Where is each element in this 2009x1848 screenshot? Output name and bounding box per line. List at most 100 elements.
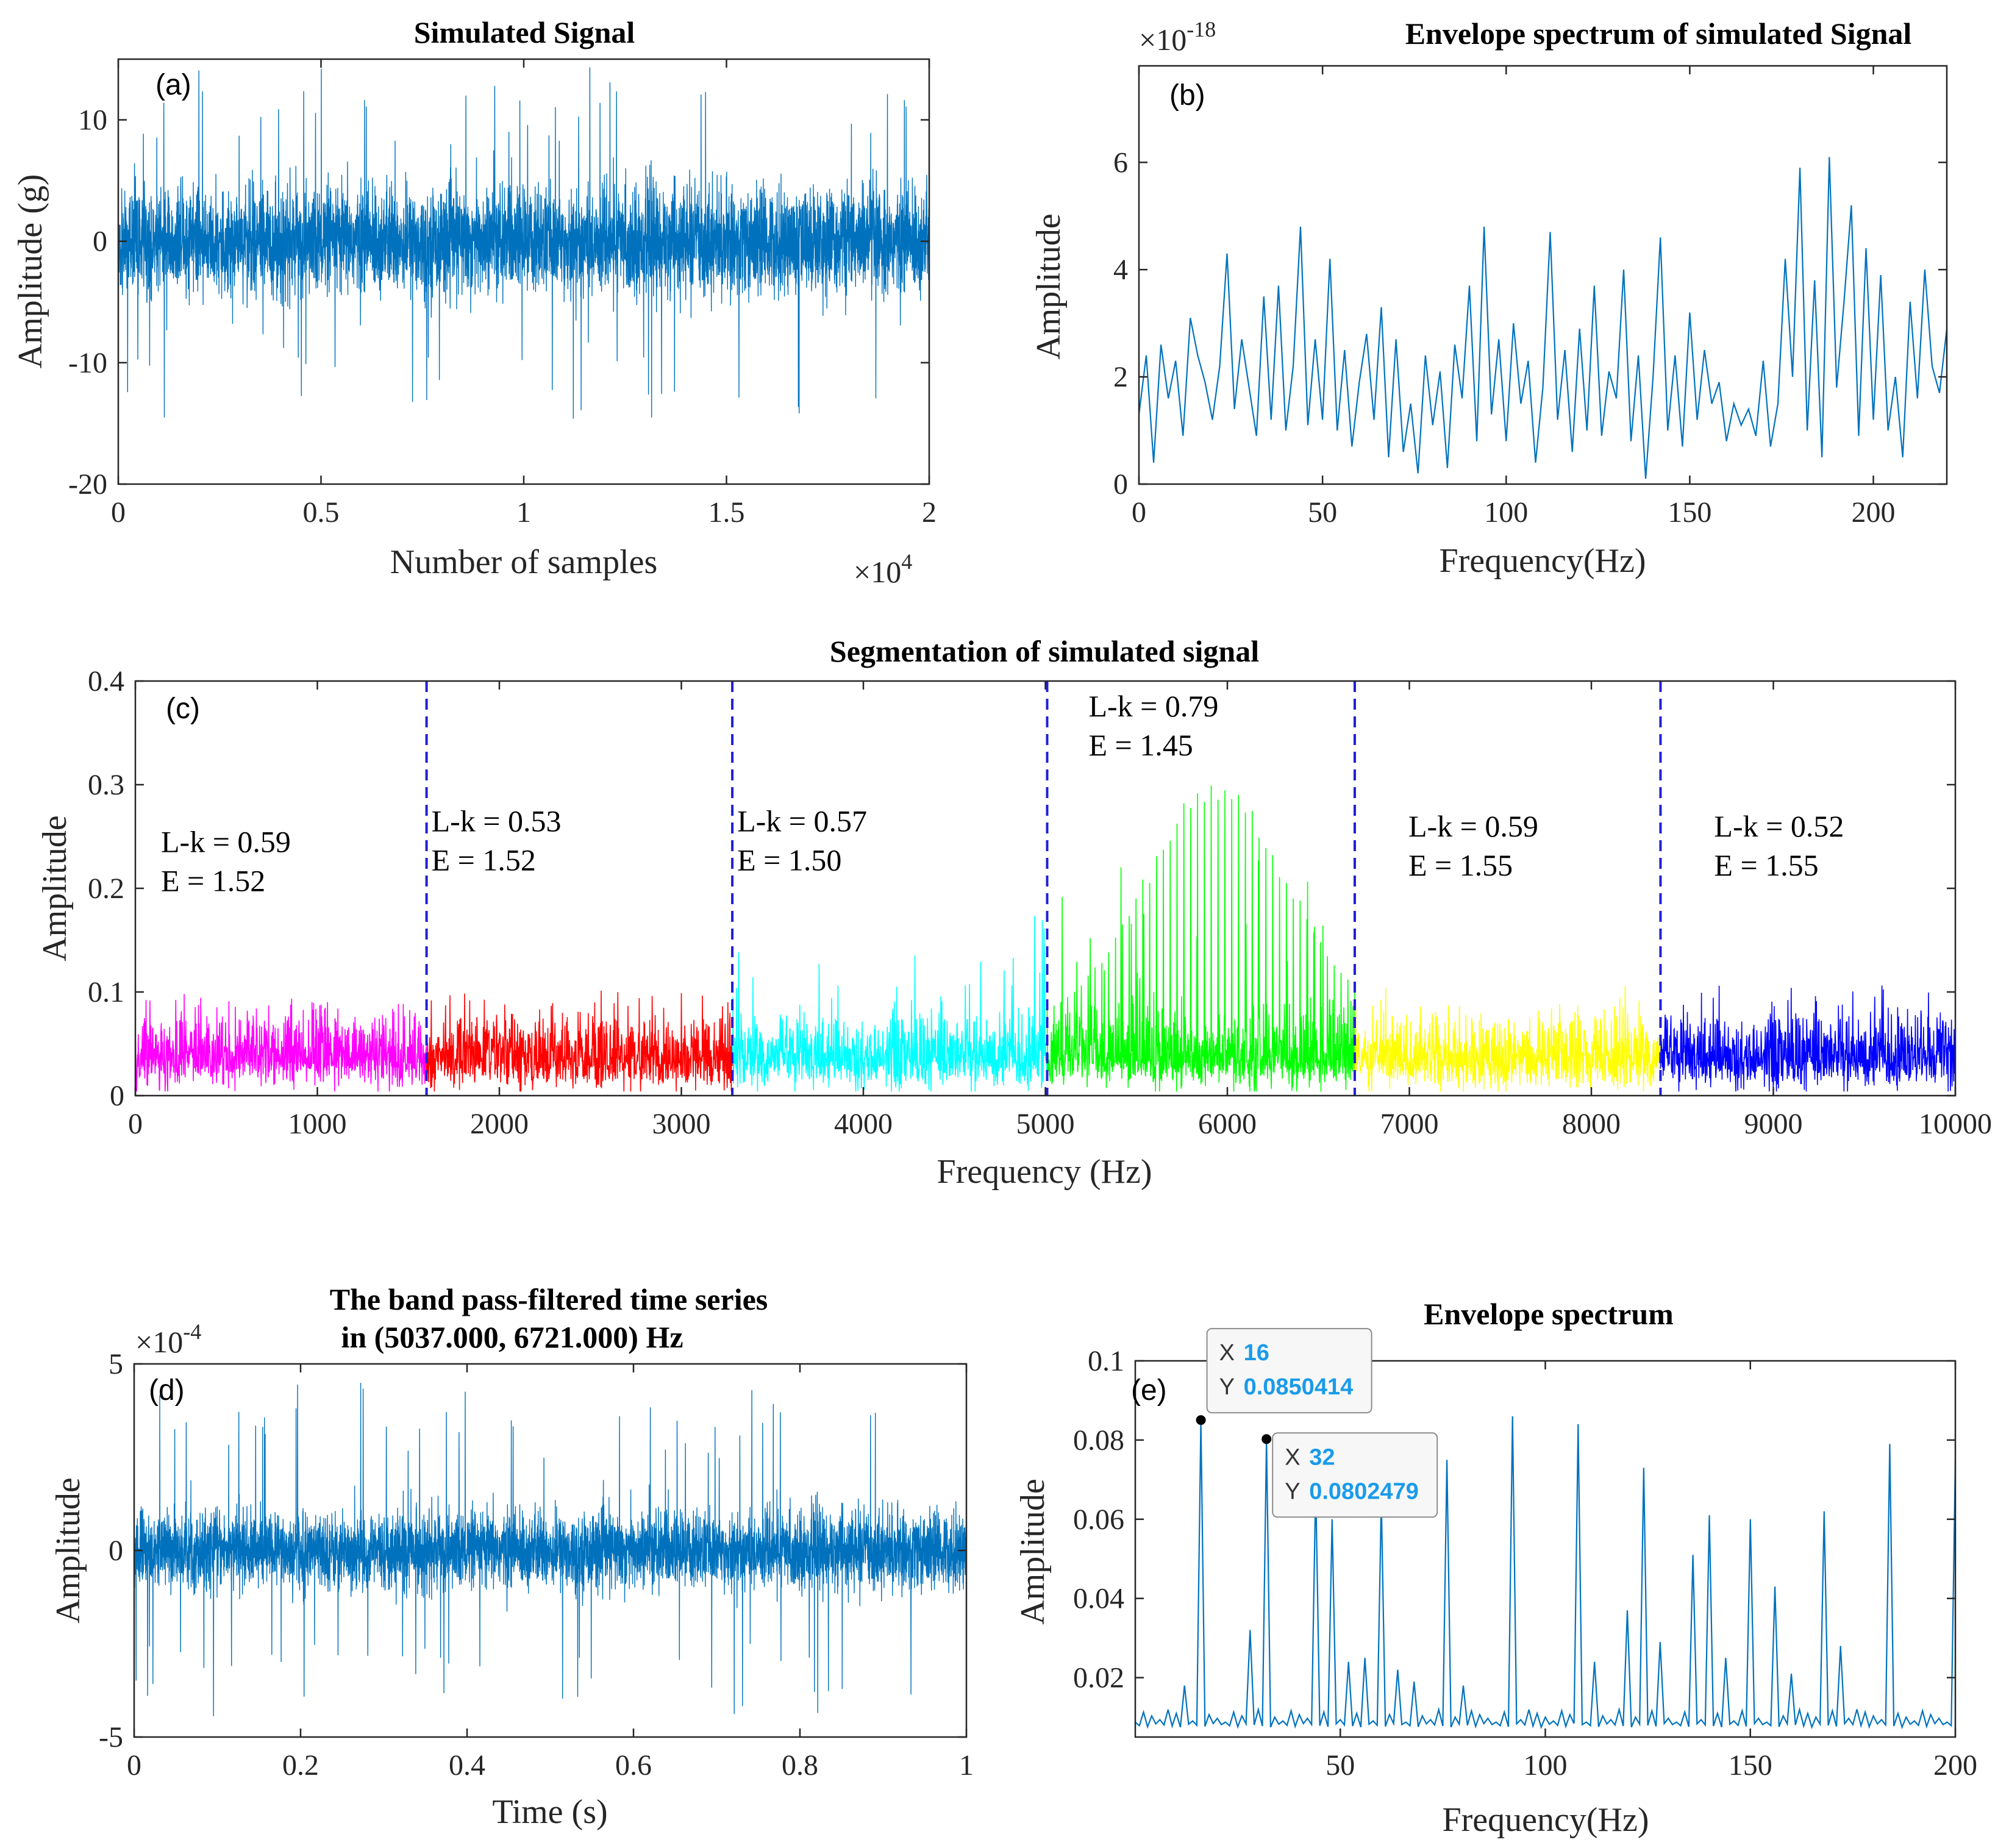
x-tick-label: 2	[922, 496, 937, 529]
datatip-box	[1272, 1432, 1438, 1518]
x-tick-label: 150	[1668, 496, 1711, 529]
x-tick-label: 9000	[1744, 1108, 1803, 1140]
y-tick-label: 10	[78, 104, 107, 137]
segment-6-entropy: E = 1.55	[1714, 848, 1818, 882]
panel-b-ylabel: Amplitude	[1030, 213, 1068, 360]
y-tick-label: 0.04	[1073, 1583, 1124, 1615]
datatip-marker	[1196, 1415, 1206, 1425]
panel-a-title: Simulated Signal	[414, 15, 635, 49]
panel-d-ylabel: Amplitude	[49, 1477, 87, 1624]
panel-d-filtered-time-series: The band pass-filtered time series in (5…	[49, 1282, 974, 1831]
datatip-box	[1206, 1328, 1372, 1414]
panel-e-ylabel: Amplitude	[1014, 1479, 1052, 1625]
segment-2-spectrum	[426, 990, 733, 1092]
x-tick-label: 100	[1484, 496, 1528, 529]
x-tick-label: 5000	[1016, 1108, 1075, 1140]
x-tick-label: 7000	[1380, 1108, 1439, 1140]
segment-5-spectrum	[1354, 986, 1661, 1092]
segment-1-entropy: E = 1.52	[161, 864, 265, 898]
segment-5-entropy: E = 1.55	[1408, 848, 1513, 882]
x-tick-label: 1	[959, 1749, 974, 1782]
panel-a-simulated-signal: Simulated Signal (a) 0 0.5 1 1.5 2 -20 -10 0 10…	[12, 15, 937, 589]
x-tick-label: 0.2	[282, 1749, 319, 1782]
x-tick-label: 0	[127, 1749, 141, 1782]
panel-e-axes-box	[1134, 1360, 1957, 1738]
datatip-marker	[1261, 1434, 1272, 1444]
datatip-1[interactable]: X 16 Y 0.0850414	[1196, 1328, 1372, 1425]
signal-trace	[118, 67, 930, 419]
x-tick-label: 8000	[1562, 1108, 1621, 1140]
y-tick-label: 0	[110, 1080, 124, 1112]
panel-d-y-exponent: ×10-4	[135, 1319, 201, 1359]
panel-d-title-line1: The band pass-filtered time series	[330, 1282, 768, 1316]
panel-b-xlabel: Frequency(Hz)	[1440, 542, 1646, 580]
panel-c-ylabel: Amplitude	[36, 815, 74, 961]
panel-c-title: Segmentation of simulated signal	[830, 634, 1259, 668]
datatip-y-key: Y	[1219, 1374, 1235, 1400]
x-tick-label: 3000	[652, 1108, 711, 1140]
segment-2-kurtosis: L-k = 0.53	[432, 804, 562, 838]
x-tick-label: 200	[1933, 1749, 1977, 1782]
panel-c-label: (c)	[166, 693, 200, 725]
segment-1-spectrum	[135, 994, 427, 1092]
segment-5-kurtosis: L-k = 0.59	[1408, 809, 1538, 843]
datatip-x-value: 32	[1309, 1444, 1335, 1470]
panel-c-xlabel: Frequency (Hz)	[937, 1153, 1152, 1191]
y-tick-label: 0.08	[1073, 1424, 1124, 1457]
y-tick-label: 2	[1113, 361, 1128, 393]
x-tick-label: 200	[1852, 496, 1896, 529]
x-tick-label: 6000	[1198, 1108, 1257, 1140]
panel-e-envelope-spectrum: Envelope spectrum (e) 50 100 150 200 0.02 0.…	[1014, 1297, 1977, 1839]
y-tick-label: 4	[1113, 254, 1128, 286]
datatip-x-key: X	[1219, 1340, 1235, 1366]
segment-6-spectrum	[1660, 985, 1956, 1092]
y-tick-label: 0.06	[1073, 1504, 1124, 1536]
datatip-y-key: Y	[1285, 1479, 1300, 1504]
x-tick-label: 2000	[470, 1108, 529, 1140]
x-tick-label: 1	[516, 496, 531, 529]
panel-d-title-line2: in (5037.000, 6721.000) Hz	[341, 1320, 683, 1354]
x-tick-label: 0.8	[782, 1749, 818, 1782]
datatip-2[interactable]: X 32 Y 0.0802479	[1261, 1432, 1438, 1518]
panel-b-label: (b)	[1169, 79, 1205, 112]
y-tick-label: 0.2	[88, 872, 124, 905]
x-tick-label: 0	[1132, 496, 1146, 529]
y-tick-label: -10	[68, 347, 107, 379]
datatip-x-value: 16	[1244, 1340, 1269, 1366]
x-tick-label: 1.5	[708, 496, 745, 529]
x-tick-label: 100	[1524, 1749, 1568, 1782]
datatip-x-key: X	[1285, 1444, 1300, 1470]
datatip-y-value: 0.0850414	[1244, 1374, 1354, 1400]
panel-e-title: Envelope spectrum	[1424, 1297, 1674, 1331]
panel-a-ylabel: Amplitude (g)	[12, 174, 49, 369]
panel-a-axes-box	[117, 58, 930, 485]
panel-e-label: (e)	[1131, 1374, 1167, 1407]
panel-a-x-exponent: ×104	[854, 549, 912, 589]
segment-3-kurtosis: L-k = 0.57	[737, 804, 867, 838]
x-tick-label: 1000	[288, 1108, 347, 1140]
x-tick-label: 4000	[834, 1108, 893, 1140]
datatip-y-value: 0.0802479	[1309, 1479, 1419, 1504]
y-tick-label: 0.1	[88, 976, 124, 1008]
segment-1-kurtosis: L-k = 0.59	[161, 825, 291, 859]
y-tick-label: 0.3	[88, 769, 124, 801]
y-tick-label: -20	[68, 468, 107, 501]
panel-b-envelope-spectrum: Envelope spectrum of simulated Signal (b…	[1030, 16, 1948, 580]
x-tick-label: 0	[111, 496, 126, 529]
panel-a-label: (a)	[155, 69, 191, 101]
segment-4-kurtosis: L-k = 0.79	[1088, 689, 1218, 723]
y-tick-label: 0.02	[1073, 1662, 1124, 1694]
segment-2-entropy: E = 1.52	[432, 843, 536, 877]
envelope-spectrum-line	[1135, 1416, 1957, 1730]
x-tick-label: 10000	[1919, 1108, 1992, 1140]
panel-a-xlabel: Number of samples	[390, 543, 658, 581]
panel-c-segmentation: Segmentation of simulated signal (c) L-k…	[36, 634, 1992, 1191]
panel-b-title: Envelope spectrum of simulated Signal	[1405, 16, 1912, 51]
segment-6-kurtosis: L-k = 0.52	[1714, 809, 1844, 843]
y-tick-label: 0.4	[88, 665, 124, 697]
envelope-spectrum-line	[1138, 157, 1948, 479]
x-tick-label: 50	[1326, 1749, 1355, 1782]
panel-d-label: (d)	[149, 1374, 185, 1407]
y-tick-label: 6	[1113, 146, 1128, 179]
